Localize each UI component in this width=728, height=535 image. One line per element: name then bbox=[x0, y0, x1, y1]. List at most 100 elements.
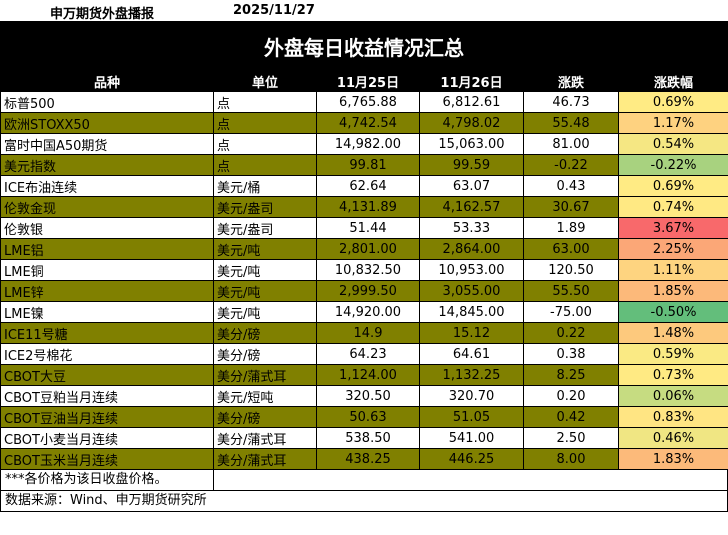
table-row[interactable]: 美元指数点 99.81 99.59 -0.22 -0.22% bbox=[0, 154, 728, 176]
close-value: 15.12 bbox=[419, 322, 524, 344]
instrument-unit: 点 bbox=[213, 154, 317, 176]
top-header-bar: 申万期货外盘播报 2025/11/27 bbox=[0, 0, 728, 22]
table-header-row: 品种 单位 11月25日 11月26日 涨跌 涨跌幅 bbox=[0, 70, 728, 92]
instrument-name: 伦敦金现 bbox=[0, 196, 214, 218]
close-value: 446.25 bbox=[419, 448, 524, 470]
instrument-name: 富时中国A50期货 bbox=[0, 133, 214, 155]
instrument-unit: 美分/蒲式耳 bbox=[213, 364, 317, 386]
change-pct-value: 0.46% bbox=[618, 427, 728, 449]
table-row[interactable]: 富时中国A50期货点 14,982.00 15,063.00 81.00 0.54% bbox=[0, 133, 728, 155]
column-header-close[interactable]: 11月26日 bbox=[419, 70, 524, 92]
close-value: 3,055.00 bbox=[419, 280, 524, 302]
change-pct-value: 0.06% bbox=[618, 385, 728, 407]
table-row[interactable]: CBOT大豆 美分/蒲式耳 1,124.00 1,132.25 8.25 0.73% bbox=[0, 364, 728, 386]
table-row[interactable]: ICE11号糖 美分/磅 14.9 15.12 0.22 1.48% bbox=[0, 322, 728, 344]
change-value: 46.73 bbox=[523, 91, 619, 113]
table-row[interactable]: LME锌 美元/吨 2,999.50 3,055.00 55.50 1.85% bbox=[0, 280, 728, 302]
table-row[interactable]: CBOT豆油当月连续 美分/磅 50.63 51.05 0.42 0.83% bbox=[0, 406, 728, 428]
change-pct-value: 0.59% bbox=[618, 343, 728, 365]
instrument-unit: 美分/蒲式耳 bbox=[213, 448, 317, 470]
prev-close-value: 538.50 bbox=[316, 427, 420, 449]
column-header-prev-close[interactable]: 11月25日 bbox=[316, 70, 420, 92]
prev-close-value: 99.81 bbox=[316, 154, 420, 176]
change-pct-value: 0.83% bbox=[618, 406, 728, 428]
change-pct-value: 1.17% bbox=[618, 112, 728, 134]
prev-close-value: 10,832.50 bbox=[316, 259, 420, 281]
change-value: 0.38 bbox=[523, 343, 619, 365]
change-value: 0.20 bbox=[523, 385, 619, 407]
instrument-unit: 美元/吨 bbox=[213, 259, 317, 281]
close-value: 64.61 bbox=[419, 343, 524, 365]
change-pct-value: 0.69% bbox=[618, 175, 728, 197]
prev-close-value: 14,982.00 bbox=[316, 133, 420, 155]
prev-close-value: 6,765.88 bbox=[316, 91, 420, 113]
prev-close-value: 320.50 bbox=[316, 385, 420, 407]
instrument-unit: 美分/磅 bbox=[213, 322, 317, 344]
prev-close-value: 14.9 bbox=[316, 322, 420, 344]
source-note-text: 数据来源：Wind、申万期货研究所 bbox=[5, 493, 207, 508]
price-note-text: ***各价格为该日收盘价格。 bbox=[5, 472, 168, 487]
column-header-change[interactable]: 涨跌 bbox=[523, 70, 619, 92]
prev-close-value: 51.44 bbox=[316, 217, 420, 239]
returns-table: 品种 单位 11月25日 11月26日 涨跌 涨跌幅 标普500 点 6,765.8… bbox=[0, 70, 728, 470]
page-title: 外盘每日收益情况汇总 bbox=[0, 22, 728, 70]
instrument-unit: 美元/桶 bbox=[213, 175, 317, 197]
column-header-unit[interactable]: 单位 bbox=[213, 70, 317, 92]
change-pct-value: 0.73% bbox=[618, 364, 728, 386]
close-value: 99.59 bbox=[419, 154, 524, 176]
table-row[interactable]: LME铜 美元/吨 10,832.50 10,953.00 120.50 1.11% bbox=[0, 259, 728, 281]
close-value: 2,864.00 bbox=[419, 238, 524, 260]
change-value: -75.00 bbox=[523, 301, 619, 323]
instrument-unit: 点 bbox=[213, 133, 317, 155]
change-pct-value: 1.85% bbox=[618, 280, 728, 302]
instrument-unit: 美元/吨 bbox=[213, 280, 317, 302]
instrument-unit: 美分/蒲式耳 bbox=[213, 427, 317, 449]
change-value: 63.00 bbox=[523, 238, 619, 260]
instrument-name: LME镍 bbox=[0, 301, 214, 323]
prev-close-value: 2,999.50 bbox=[316, 280, 420, 302]
cell-divider bbox=[213, 470, 214, 490]
table-row[interactable]: ICE布油连续 美元/桶 62.64 63.07 0.43 0.69% bbox=[0, 175, 728, 197]
instrument-name: LME锌 bbox=[0, 280, 214, 302]
instrument-name: CBOT小麦当月连续 bbox=[0, 427, 214, 449]
change-value: 0.43 bbox=[523, 175, 619, 197]
close-value: 6,812.61 bbox=[419, 91, 524, 113]
table-row[interactable]: LME铝 美元/吨 2,801.00 2,864.00 63.00 2.25% bbox=[0, 238, 728, 260]
table-row[interactable]: ICE2号棉花 美分/磅 64.23 64.61 0.38 0.59% bbox=[0, 343, 728, 365]
close-value: 320.70 bbox=[419, 385, 524, 407]
table-row[interactable]: 伦敦金现 美元/盎司 4,131.89 4,162.57 30.67 0.74% bbox=[0, 196, 728, 218]
change-pct-value: 2.25% bbox=[618, 238, 728, 260]
change-value: -0.22 bbox=[523, 154, 619, 176]
table-row[interactable]: 欧洲STOXX50 点 4,742.54 4,798.02 55.48 1.17% bbox=[0, 112, 728, 134]
instrument-name: ICE布油连续 bbox=[0, 175, 214, 197]
change-pct-value: 1.11% bbox=[618, 259, 728, 281]
prev-close-value: 4,742.54 bbox=[316, 112, 420, 134]
change-pct-value: 1.83% bbox=[618, 448, 728, 470]
instrument-name: LME铜 bbox=[0, 259, 214, 281]
close-value: 1,132.25 bbox=[419, 364, 524, 386]
close-value: 15,063.00 bbox=[419, 133, 524, 155]
instrument-name: 欧洲STOXX50 bbox=[0, 112, 214, 134]
table-row[interactable]: CBOT小麦当月连续 美分/蒲式耳 538.50 541.00 2.50 0.46% bbox=[0, 427, 728, 449]
change-value: 1.89 bbox=[523, 217, 619, 239]
table-row[interactable]: LME镍 美元/吨 14,920.00 14,845.00 -75.00 -0.50% bbox=[0, 301, 728, 323]
price-note: ***各价格为该日收盘价格。 bbox=[0, 470, 728, 491]
change-value: 55.50 bbox=[523, 280, 619, 302]
close-value: 53.33 bbox=[419, 217, 524, 239]
report-date: 2025/11/27 bbox=[233, 3, 315, 18]
change-value: 8.25 bbox=[523, 364, 619, 386]
instrument-unit: 美元/盎司 bbox=[213, 217, 317, 239]
table-row[interactable]: CBOT玉米当月连续 美分/蒲式耳 438.25 446.25 8.00 1.83% bbox=[0, 448, 728, 470]
column-header-change-pct[interactable]: 涨跌幅 bbox=[618, 70, 728, 92]
instrument-name: LME铝 bbox=[0, 238, 214, 260]
column-header-name[interactable]: 品种 bbox=[0, 70, 214, 92]
change-pct-value: 3.67% bbox=[618, 217, 728, 239]
prev-close-value: 62.64 bbox=[316, 175, 420, 197]
instrument-name: 标普500 bbox=[0, 91, 214, 113]
table-row[interactable]: 伦敦银 美元/盎司 51.44 53.33 1.89 3.67% bbox=[0, 217, 728, 239]
table-row[interactable]: 标普500 点 6,765.88 6,812.61 46.73 0.69% bbox=[0, 91, 728, 113]
close-value: 63.07 bbox=[419, 175, 524, 197]
instrument-unit: 美分/磅 bbox=[213, 343, 317, 365]
table-row[interactable]: CBOT豆粕当月连续 美元/短吨 320.50 320.70 0.20 0.06% bbox=[0, 385, 728, 407]
change-value: 120.50 bbox=[523, 259, 619, 281]
